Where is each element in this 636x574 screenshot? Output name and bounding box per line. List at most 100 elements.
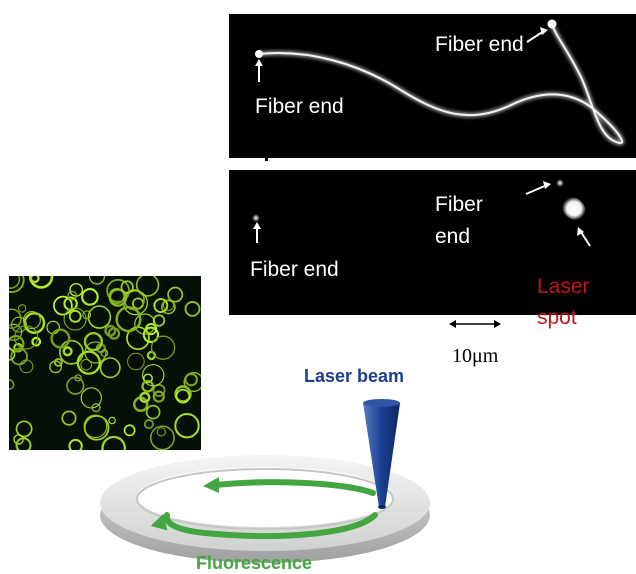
laser-spot-graphics (252, 179, 591, 247)
scale-bar-label: 10μm (452, 345, 499, 367)
ring-inner-hole (137, 467, 393, 527)
droplet-ring (100, 349, 109, 357)
droplet-ring (66, 376, 85, 395)
droplet-ring (145, 323, 158, 336)
droplet-ring (145, 404, 161, 420)
droplet-ring (153, 298, 169, 314)
droplet-ring (67, 290, 78, 301)
laser-beam-label: Laser beam (304, 366, 405, 386)
droplet-ring (29, 276, 40, 284)
droplet-ring (174, 413, 200, 439)
droplet-ring (184, 300, 201, 317)
droplet-ring (9, 308, 22, 329)
droplet-ring (11, 316, 27, 333)
fiber-image-bottom: Fiber end Fiber end Laser (229, 170, 636, 315)
droplet-ring (9, 335, 25, 353)
droplet-ring (152, 314, 166, 327)
droplet-ring (63, 296, 78, 311)
droplet-ring (83, 331, 103, 352)
droplet-ring (135, 276, 160, 297)
label-fiber-end-left: Fiber end (255, 95, 344, 118)
droplet-ring (149, 425, 175, 450)
arrow-laser-spot (580, 231, 591, 247)
panel-edge-mark (265, 156, 268, 161)
label-fiber-end-bottom-left: Fiber end (250, 258, 339, 281)
droplet-ring (108, 288, 128, 307)
droplet-ring (104, 324, 117, 337)
arrow-right-fiber-end-bottom (525, 184, 548, 195)
droplet-ring (143, 373, 153, 384)
droplet-ring (53, 358, 63, 367)
droplet-ring (160, 299, 176, 315)
droplet-ring (127, 352, 145, 371)
droplet-ring (82, 310, 92, 320)
droplet-ring (167, 286, 184, 303)
fluorescent-droplets-image (9, 276, 201, 450)
droplet-ring (80, 358, 92, 371)
fiber-end-glow-left (255, 50, 263, 58)
fiber-end-glow-right (547, 19, 557, 29)
droplet-ring (83, 414, 108, 439)
scale-bar (449, 316, 501, 332)
droplet-ring (15, 437, 32, 450)
droplet-ring (175, 388, 191, 404)
droplet-ring (174, 385, 192, 403)
droplet-ring (76, 350, 101, 375)
fiber-end-spot-left (252, 214, 260, 222)
droplet-ring (152, 383, 166, 397)
droplet-ring (120, 280, 134, 294)
droplet-ring (13, 434, 24, 445)
droplet-ring (143, 419, 154, 430)
droplet-ring (184, 372, 198, 387)
droplet-ring (152, 390, 165, 403)
droplet-ring (22, 311, 41, 330)
droplet-ring (62, 346, 73, 357)
droplet-ring (9, 276, 21, 289)
label-fiber-bottom-middle: Fiber (435, 193, 483, 216)
droplet-ring (53, 295, 73, 316)
droplet-ring (9, 323, 23, 341)
droplet-ring (99, 357, 121, 379)
laser-spot (562, 196, 587, 221)
droplet-ring (50, 328, 71, 349)
label-laser: Laser (537, 275, 590, 298)
fluorescence-arrow-back (212, 479, 376, 496)
droplet-ring (31, 336, 42, 347)
droplet-ring (63, 307, 87, 331)
label-spot: spot (537, 306, 577, 329)
ring-resonator-diagram (95, 395, 435, 572)
droplet-ring (141, 379, 155, 393)
fiber-curve-top (255, 19, 625, 146)
label-end-bottom-middle: end (435, 225, 471, 248)
laser-beam-cone (363, 403, 400, 507)
arrow-right-fiber-end (526, 30, 545, 43)
droplet-ring (68, 438, 83, 450)
droplet-ring (23, 312, 46, 334)
droplet-ring (87, 305, 112, 329)
fluorescence-arrow-front (163, 512, 378, 539)
droplet-ring (68, 309, 82, 323)
droplet-ring (89, 276, 105, 285)
fiber-end-spot-right (556, 179, 564, 187)
droplet-ring (15, 420, 33, 438)
droplet-ring (61, 410, 77, 426)
droplet-ring (156, 427, 166, 437)
droplet-ring (183, 371, 201, 393)
droplet-ring (17, 304, 27, 313)
fiber-image-top: Fiber end Fiber end (229, 14, 636, 158)
droplet-ring (150, 335, 176, 360)
droplet-ring (106, 278, 130, 303)
fluorescence-label: Fluorescence (196, 553, 313, 573)
droplet-ring (80, 387, 102, 409)
droplet-ring (9, 379, 15, 390)
droplet-ring (9, 276, 25, 294)
droplet-ring (139, 391, 151, 404)
label-fiber-end-right: Fiber end (435, 33, 524, 56)
droplet-ring (19, 359, 34, 374)
droplet-ring (142, 326, 160, 343)
droplet-ring (115, 306, 142, 333)
droplet-ring (101, 435, 127, 450)
droplet-ring (123, 424, 136, 437)
droplet-ring (108, 416, 116, 425)
droplet-ring (9, 348, 16, 361)
